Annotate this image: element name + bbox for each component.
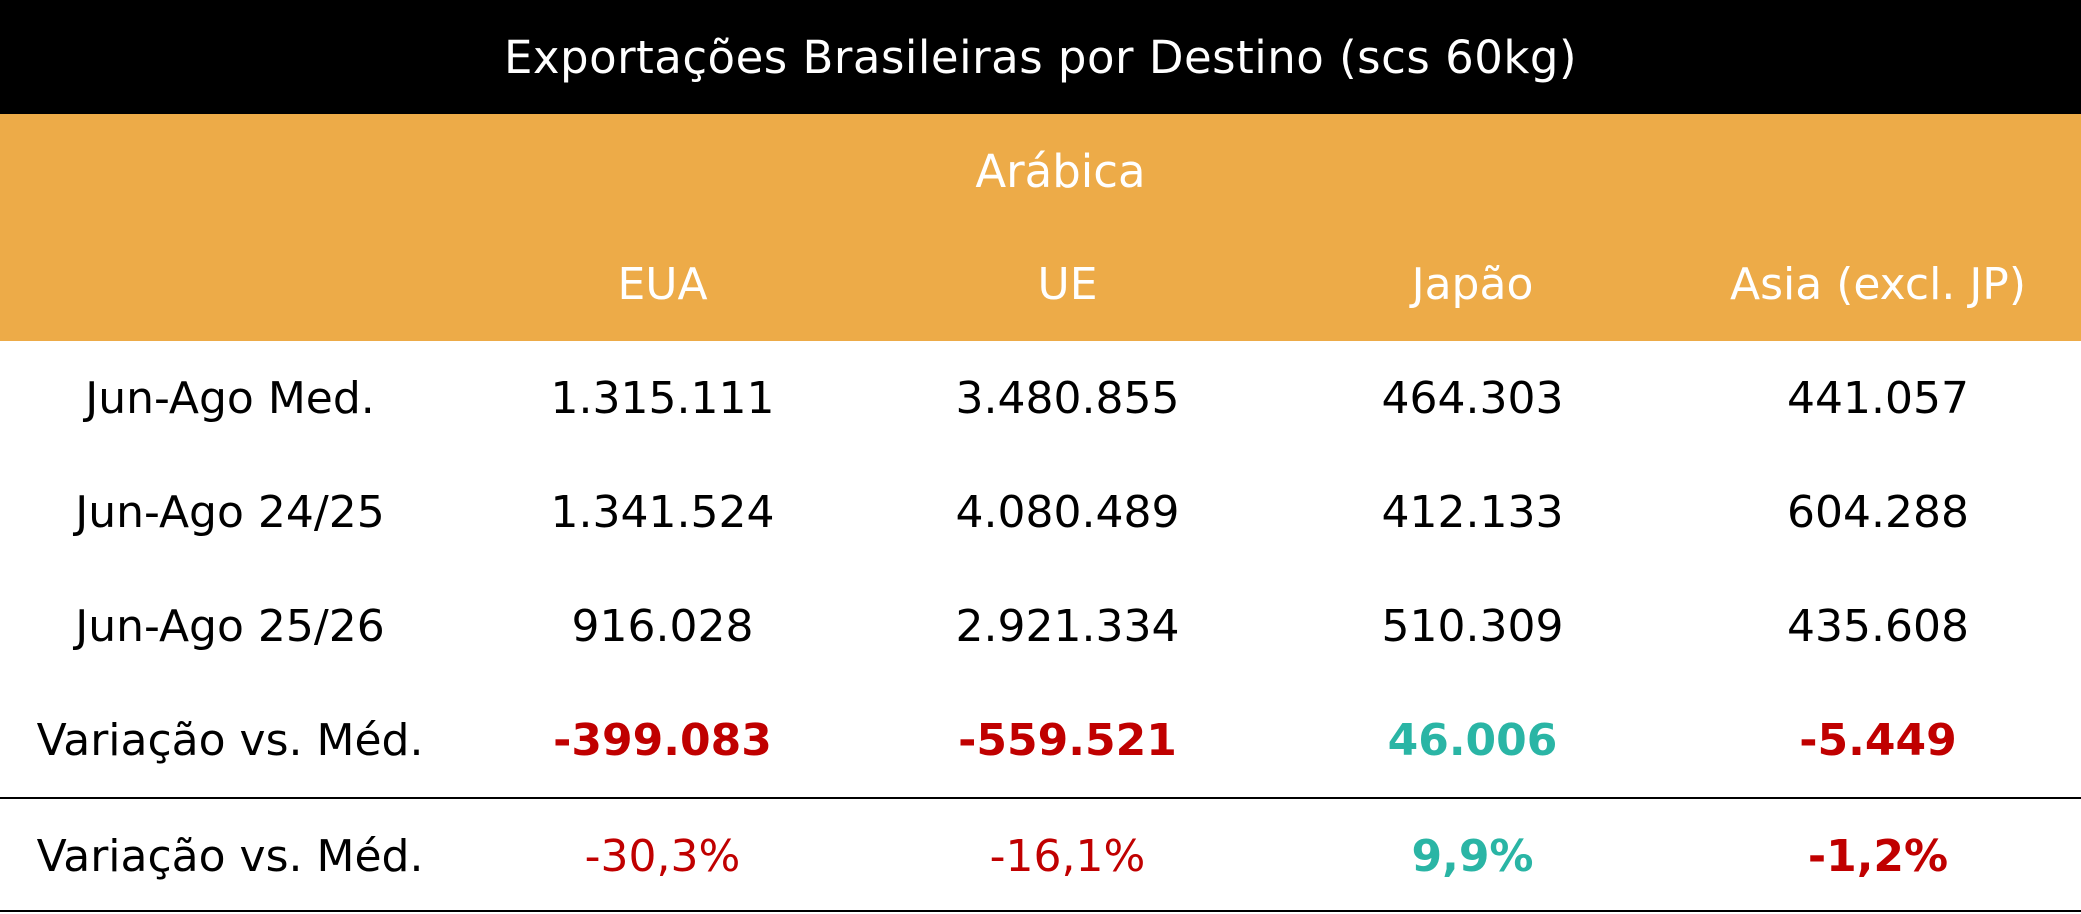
cell-asia: 435.608 (1787, 600, 1969, 652)
row-label: Jun-Ago 25/26 (75, 600, 385, 652)
cell-asia: 441.057 (1787, 372, 1969, 424)
category-label: Arábica (975, 144, 1146, 198)
cell-japao: 46.006 (1387, 714, 1558, 766)
header-band: Arábica EUA UE Japão Asia (excl. JP) (0, 114, 2081, 341)
row-label: Jun-Ago 24/25 (75, 486, 385, 538)
row-label: Variação vs. Méd. (36, 714, 424, 766)
column-header-row: EUA UE Japão Asia (excl. JP) (0, 228, 2081, 341)
column-header-japao: Japão (1411, 259, 1534, 310)
column-header-asia: Asia (excl. JP) (1730, 259, 2026, 310)
column-header-ue: UE (1037, 259, 1098, 310)
cell-ue: 3.480.855 (955, 372, 1180, 424)
cell-ue: 4.080.489 (955, 486, 1180, 538)
bottom-border (0, 910, 2081, 912)
cell-asia: -1,2% (1807, 830, 1949, 882)
cell-asia: 604.288 (1787, 486, 1969, 538)
category-row: Arábica (0, 114, 2081, 228)
row-divider (0, 797, 2081, 799)
cell-eua: 1.341.524 (550, 486, 775, 538)
table-row: Variação vs. Méd. -399.083 -559.521 46.0… (0, 683, 2081, 797)
table-row: Jun-Ago 24/25 1.341.524 4.080.489 412.13… (0, 455, 2081, 569)
column-header-eua: EUA (617, 259, 708, 310)
table-title-bar: Exportações Brasileiras por Destino (scs… (0, 0, 2081, 114)
row-label: Jun-Ago Med. (85, 372, 375, 424)
cell-eua: 916.028 (571, 600, 754, 652)
cell-eua: -30,3% (584, 830, 741, 882)
cell-japao: 464.303 (1381, 372, 1564, 424)
cell-ue: 2.921.334 (955, 600, 1180, 652)
cell-japao: 412.133 (1381, 486, 1564, 538)
cell-japao: 510.309 (1381, 600, 1564, 652)
table-title: Exportações Brasileiras por Destino (scs… (503, 30, 1578, 84)
cell-eua: 1.315.111 (550, 372, 775, 424)
table-row: Jun-Ago 25/26 916.028 2.921.334 510.309 … (0, 569, 2081, 683)
cell-ue: -16,1% (989, 830, 1146, 882)
table-row: Jun-Ago Med. 1.315.111 3.480.855 464.303… (0, 341, 2081, 455)
row-label: Variação vs. Méd. (36, 830, 424, 882)
cell-eua: -399.083 (553, 714, 772, 766)
cell-ue: -559.521 (958, 714, 1177, 766)
table-row: Variação vs. Méd. -30,3% -16,1% 9,9% -1,… (0, 799, 2081, 913)
cell-japao: 9,9% (1411, 830, 1534, 882)
cell-asia: -5.449 (1799, 714, 1957, 766)
